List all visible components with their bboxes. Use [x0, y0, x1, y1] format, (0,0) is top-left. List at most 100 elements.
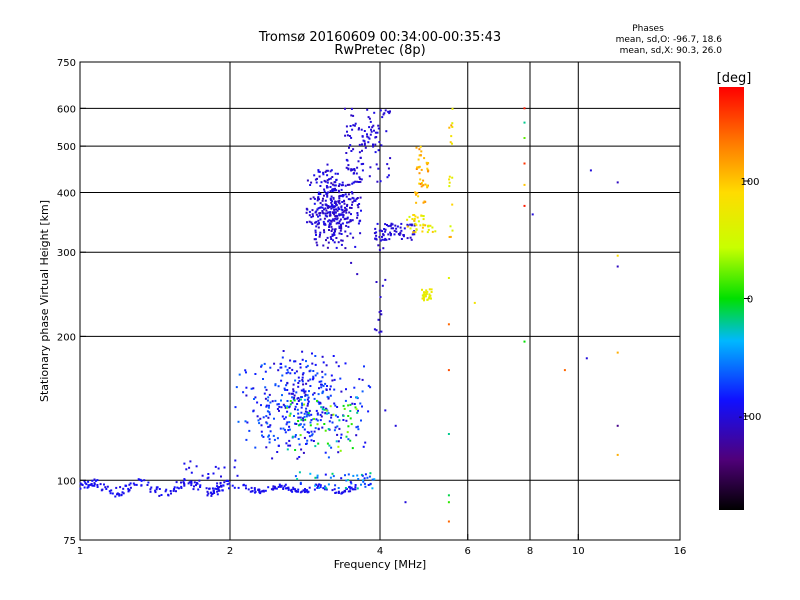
echo-point — [286, 382, 289, 385]
echo-point — [382, 234, 385, 237]
echo-point — [345, 224, 348, 227]
echo-point — [321, 411, 324, 414]
echo-point — [349, 410, 352, 412]
echo-point — [354, 488, 357, 491]
echo-point — [333, 213, 336, 216]
echo-point — [424, 294, 427, 296]
echo-point — [190, 480, 193, 483]
echo-point — [311, 213, 314, 216]
echo-point — [309, 197, 312, 200]
echo-point — [420, 214, 423, 217]
echo-point — [298, 443, 301, 446]
echo-point — [276, 403, 279, 406]
echo-point — [289, 403, 292, 406]
echo-point — [355, 197, 358, 200]
echo-point — [329, 385, 332, 388]
echo-point — [350, 261, 353, 264]
echo-point — [357, 478, 360, 480]
echo-point — [267, 416, 270, 419]
echo-point — [360, 483, 362, 486]
echo-point — [346, 431, 349, 434]
echo-point — [356, 204, 359, 207]
echo-point — [324, 212, 327, 215]
echo-point — [210, 492, 213, 495]
echo-point — [312, 393, 314, 396]
echo-point — [316, 412, 319, 415]
echo-point — [223, 481, 226, 484]
echo-point — [346, 216, 349, 219]
echo-point — [273, 438, 276, 441]
echo-point — [378, 141, 381, 143]
echo-point — [335, 414, 337, 417]
echo-point — [165, 488, 168, 491]
echo-point — [278, 483, 281, 486]
echo-point — [119, 486, 122, 489]
echo-point — [351, 201, 354, 204]
echo-point — [379, 109, 382, 112]
echo-point — [422, 184, 425, 187]
echo-point — [523, 340, 526, 343]
echo-point — [616, 254, 619, 257]
echo-point — [384, 237, 387, 240]
echo-point — [419, 183, 422, 185]
echo-point — [317, 193, 320, 196]
echo-point — [312, 196, 315, 199]
echo-point — [308, 220, 311, 223]
echo-point — [350, 191, 353, 194]
echo-point — [324, 207, 327, 210]
echo-point — [393, 233, 396, 236]
echo-point — [225, 480, 228, 482]
y-tick-label: 100 — [57, 476, 76, 487]
echo-point — [585, 357, 588, 360]
echo-point — [283, 387, 286, 390]
echo-point — [473, 301, 476, 304]
echo-point — [362, 162, 365, 165]
echo-point — [316, 223, 319, 226]
echo-point — [279, 485, 282, 488]
echo-point — [423, 157, 426, 160]
echo-point — [345, 166, 348, 169]
echo-point — [173, 486, 176, 489]
echo-point — [374, 131, 377, 134]
echo-point — [340, 194, 343, 197]
echo-point — [217, 486, 220, 489]
echo-point — [399, 231, 402, 234]
echo-point — [361, 169, 364, 172]
echo-point — [340, 205, 343, 208]
echo-point — [321, 391, 324, 394]
echo-point — [338, 202, 341, 205]
chart-subtitle: RwPretec (8p) — [334, 43, 425, 58]
echo-point — [354, 245, 357, 248]
echo-point — [99, 483, 102, 486]
echo-point — [358, 176, 361, 179]
echo-point — [280, 379, 283, 382]
echo-point — [329, 394, 332, 397]
echo-point — [382, 233, 385, 236]
echo-point — [303, 412, 306, 415]
echo-point — [415, 228, 418, 231]
echo-point — [108, 490, 111, 493]
echo-point — [317, 215, 319, 218]
echo-point — [262, 435, 265, 438]
echo-point — [375, 136, 378, 138]
echo-point — [300, 490, 303, 493]
echo-point — [293, 394, 296, 397]
y-tick-label: 75 — [63, 536, 76, 547]
echo-point — [302, 390, 305, 393]
echo-point — [390, 233, 392, 235]
echo-point — [320, 181, 323, 184]
echo-point — [254, 446, 257, 449]
echo-point — [351, 192, 354, 195]
echo-point — [351, 168, 354, 171]
echo-point — [347, 473, 350, 476]
echo-point — [173, 488, 176, 490]
echo-point — [280, 406, 283, 409]
echo-point — [298, 456, 301, 458]
echo-point — [367, 116, 370, 119]
echo-point — [306, 179, 309, 182]
echo-point — [282, 403, 285, 406]
echo-point — [421, 226, 424, 229]
echo-point — [301, 373, 304, 376]
echo-point — [348, 135, 351, 137]
echo-point — [392, 227, 395, 230]
